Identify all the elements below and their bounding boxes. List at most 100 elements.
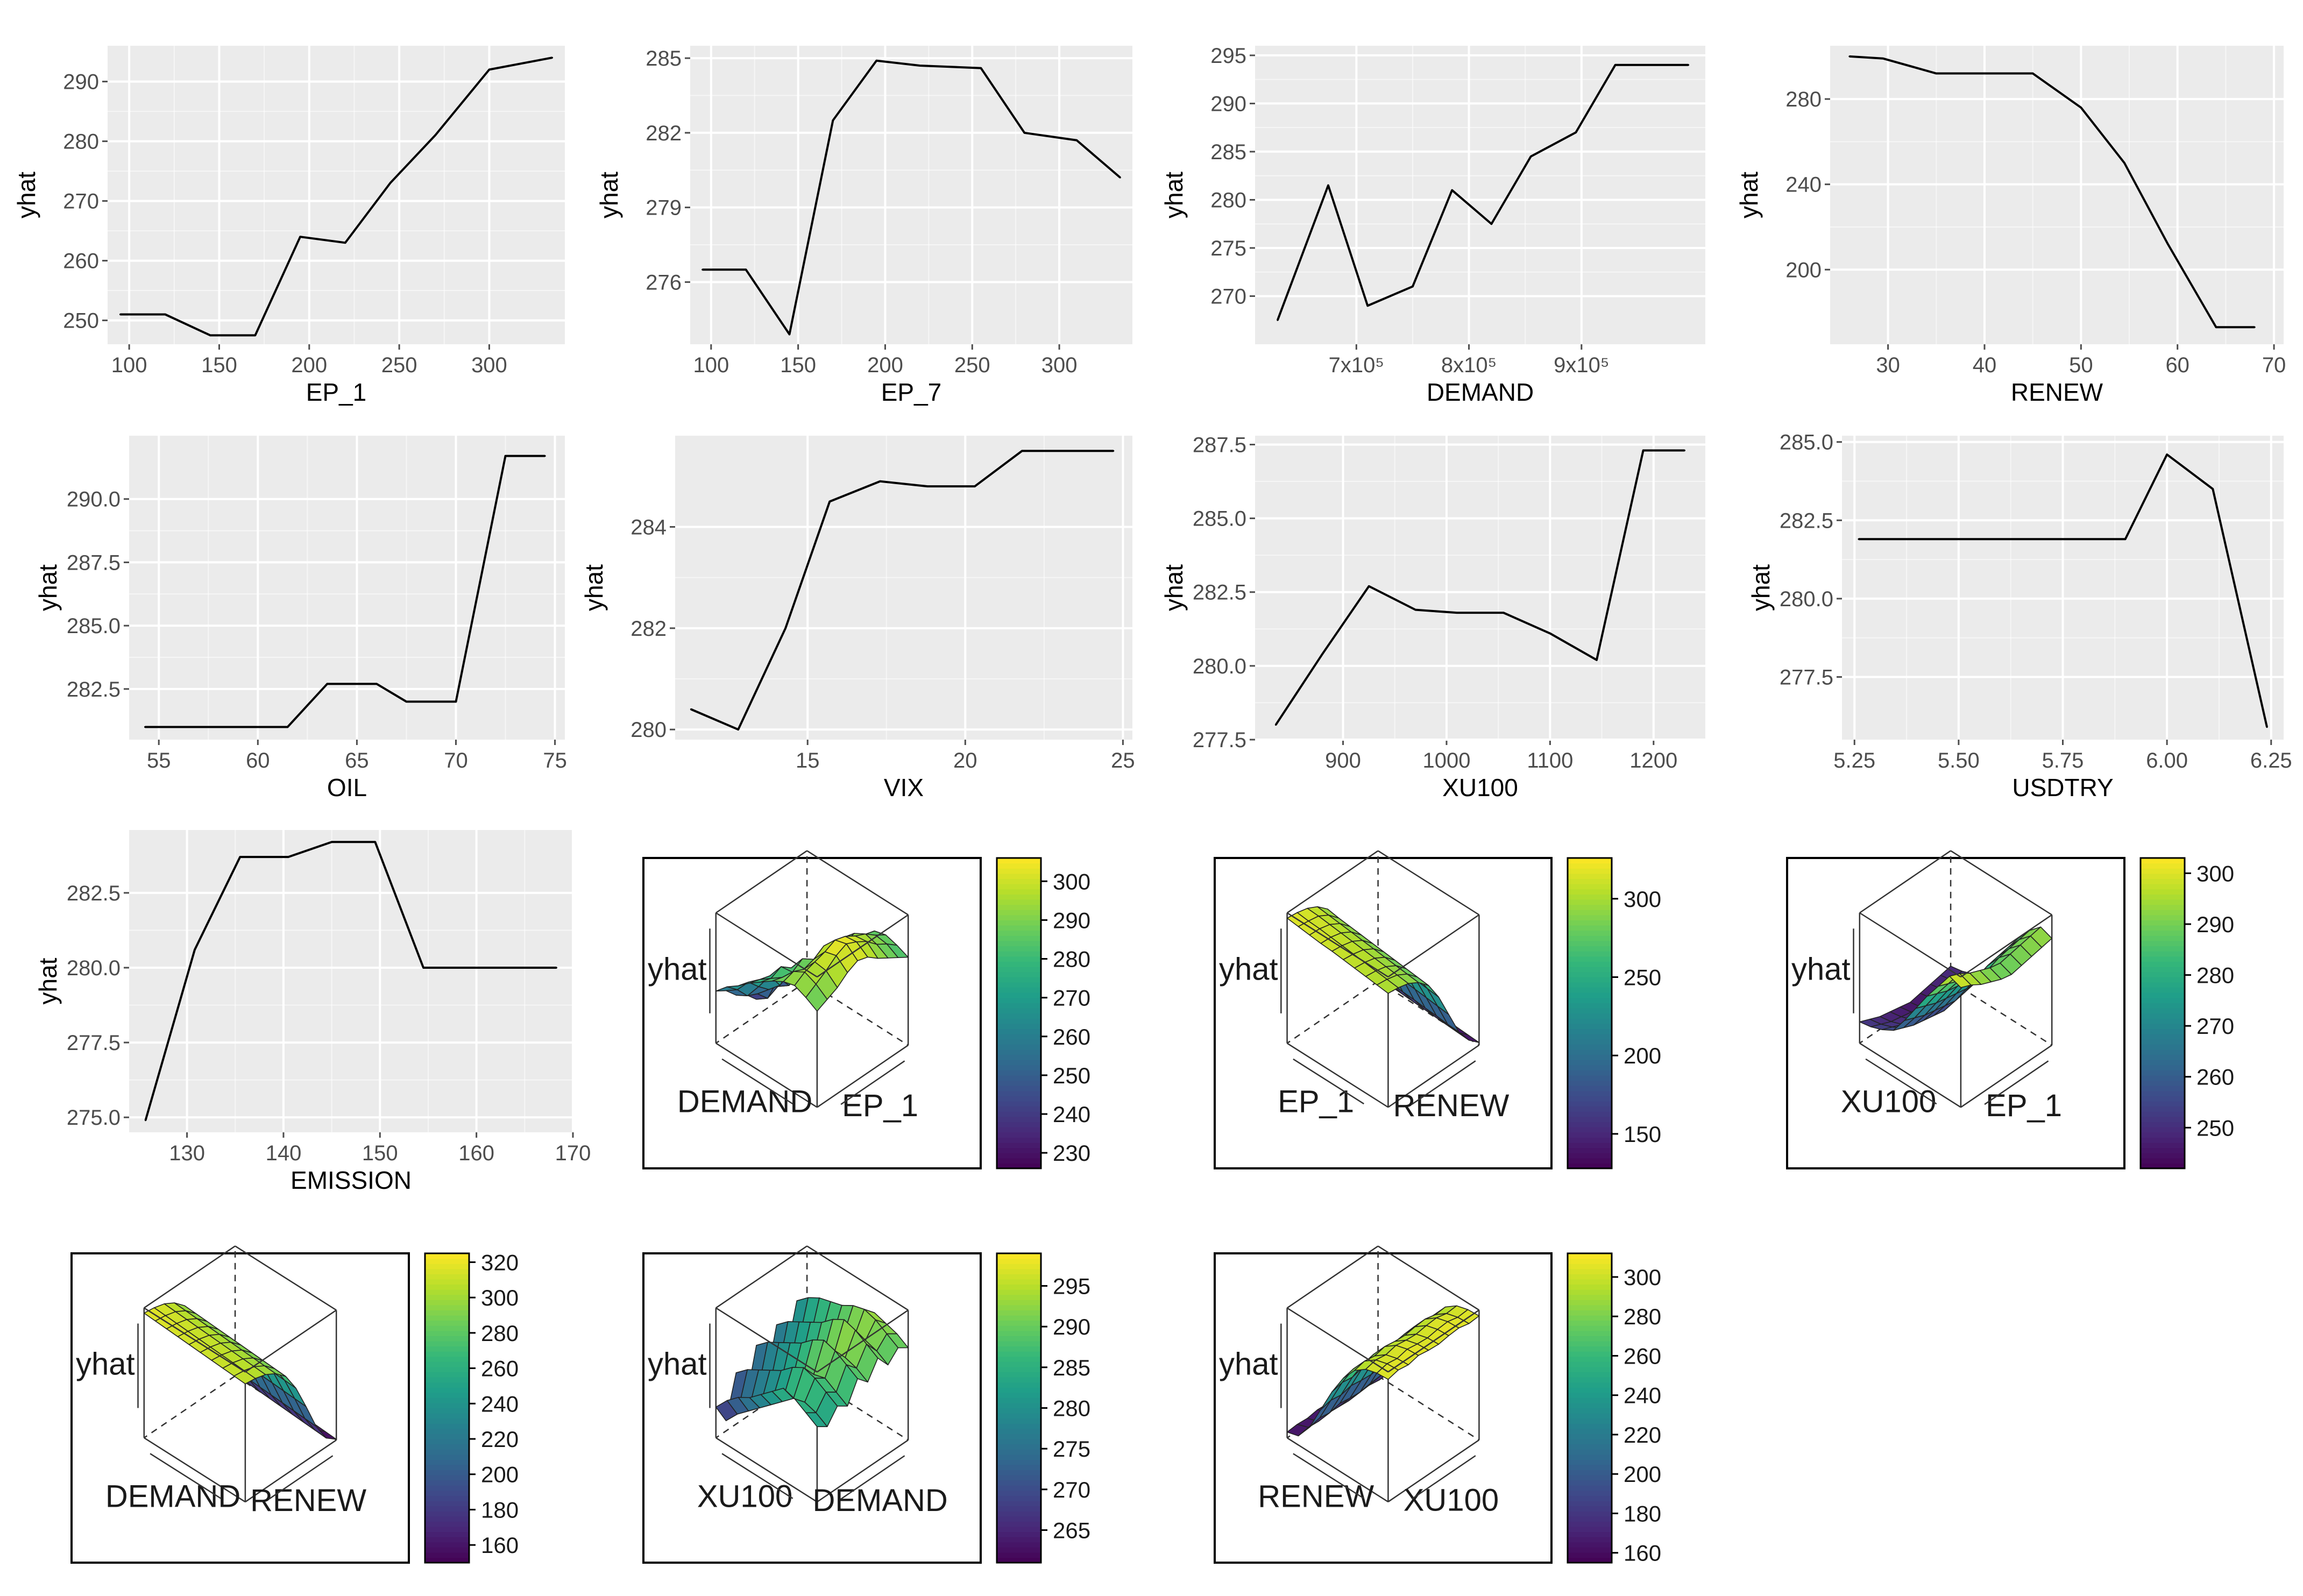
x-tick-label: 25 xyxy=(1111,749,1135,772)
x-tick-label: 5.50 xyxy=(1938,749,1980,772)
colorbar-tick-label: 250 xyxy=(2196,1115,2234,1140)
colorbar-step xyxy=(997,1279,1041,1285)
data-point xyxy=(1549,633,1551,635)
axis-arrow xyxy=(1984,1060,2049,1105)
data-point xyxy=(2080,107,2082,109)
colorbar-step xyxy=(2141,1054,2185,1060)
colorbar-step xyxy=(2141,1070,2185,1076)
x-tick-label: 900 xyxy=(1325,749,1361,772)
data-point xyxy=(1503,612,1505,614)
y-tick-label: 282.5 xyxy=(67,678,121,701)
colorbar-frame xyxy=(1567,1252,1613,1564)
colorbar-step xyxy=(997,961,1041,967)
data-point xyxy=(287,856,289,858)
box-edge xyxy=(144,1307,246,1373)
y-tick-label: 260 xyxy=(63,250,99,273)
colorbar-step xyxy=(997,899,1041,905)
colorbar-tick-label: 280 xyxy=(1053,1396,1090,1421)
colorbar-tick-label: 200 xyxy=(1624,1043,1661,1068)
colorbar-step xyxy=(997,1147,1041,1153)
data-point xyxy=(1684,449,1686,451)
colorbar-step xyxy=(2141,1049,2185,1055)
box-edge xyxy=(144,1245,236,1309)
x-tick-label: 7x10⁵ xyxy=(1329,353,1384,377)
series-line xyxy=(702,59,1121,336)
surface-x2-label: RENEW xyxy=(1393,1088,1509,1123)
colorbar-step xyxy=(997,1454,1041,1460)
series-line xyxy=(1274,449,1685,726)
pdp-chart-usdtry: 5.25 5.50 5.75 6.00 6.25 277.5 280.0 282.5 285.0… xyxy=(1747,431,2292,801)
y-axis-title: yhat xyxy=(1747,564,1775,611)
data-point xyxy=(1688,64,1690,66)
colorbar-step xyxy=(425,1372,469,1378)
colorbar-step xyxy=(997,1101,1041,1107)
y-tick-label: 287.5 xyxy=(1193,433,1246,457)
colorbar-step xyxy=(2141,1106,2185,1112)
colorbar-step xyxy=(997,868,1041,874)
colorbar-step xyxy=(1568,1464,1612,1471)
colorbar-step xyxy=(997,1065,1041,1070)
colorbar-tick-label: 180 xyxy=(481,1497,519,1522)
x-axis-title: OIL xyxy=(327,774,367,801)
colorbar-step xyxy=(2141,1147,2185,1153)
colorbar-step xyxy=(997,894,1041,900)
colorbar-step xyxy=(1568,1531,1612,1537)
surface-z-label: yhat xyxy=(1219,1346,1278,1381)
colorbar-step xyxy=(997,1413,1041,1419)
colorbar-step xyxy=(997,1075,1041,1081)
colorbar-step xyxy=(997,1013,1041,1019)
data-point xyxy=(2254,326,2256,328)
colorbar-step xyxy=(1568,910,1612,916)
box-edge xyxy=(715,1245,807,1309)
pdp-chart-ep7: 100 150 200 250 300 276 279 282 285 EP_7 yhat xyxy=(595,46,1132,406)
colorbar-step xyxy=(1568,1361,1612,1367)
colorbar-step xyxy=(425,1464,469,1471)
colorbar-step xyxy=(997,1418,1041,1424)
axis-arrow xyxy=(1411,1455,1476,1500)
colorbar-step xyxy=(997,910,1041,916)
colorbar-tick-label: 290 xyxy=(2196,912,2234,937)
colorbar-step xyxy=(997,863,1041,869)
colorbar-step xyxy=(997,1382,1041,1388)
colorbar-step xyxy=(1568,1444,1612,1450)
colorbar-step xyxy=(2141,1086,2185,1091)
colorbar-step xyxy=(2141,1127,2185,1133)
data-point xyxy=(980,67,982,69)
box-edge xyxy=(1859,1042,1961,1108)
colorbar-step xyxy=(1568,1116,1612,1123)
data-point xyxy=(455,700,457,703)
axis-arrow xyxy=(721,1453,793,1499)
y-tick-label: 290.0 xyxy=(67,488,121,512)
data-point xyxy=(239,856,241,858)
colorbar-step xyxy=(2141,930,2185,936)
colorbar-step xyxy=(997,1516,1041,1522)
colorbar-step xyxy=(1568,1346,1612,1352)
y-tick-label: 282.5 xyxy=(1193,581,1246,605)
data-point xyxy=(926,485,929,487)
y-axis-title: yhat xyxy=(595,172,623,218)
colorbar-tick-label: 200 xyxy=(481,1462,519,1487)
box-edge xyxy=(1387,1044,1480,1108)
plot-panel xyxy=(108,46,565,344)
colorbar-step xyxy=(997,1402,1041,1409)
colorbar-tick-label: 290 xyxy=(1053,1314,1090,1339)
colorbar-step xyxy=(425,1480,469,1486)
surface-facet xyxy=(1376,978,1399,994)
colorbar-step xyxy=(2141,940,2185,947)
colorbar-step xyxy=(1568,1028,1612,1034)
colorbar-step xyxy=(2141,1132,2185,1138)
colorbar-step xyxy=(1568,1147,1612,1153)
y-tick-label: 280 xyxy=(630,718,667,742)
colorbar-step xyxy=(1568,1516,1612,1522)
x-tick-label: 55 xyxy=(147,749,171,772)
data-point xyxy=(194,949,196,951)
box-edge xyxy=(1859,912,1961,978)
colorbar-tick-label: 260 xyxy=(1053,1024,1090,1049)
colorbar-step xyxy=(425,1521,469,1527)
axis-arrow xyxy=(1865,1058,1937,1105)
colorbar-step xyxy=(2141,1158,2185,1164)
colorbar-step xyxy=(997,1284,1041,1290)
box-edge xyxy=(1950,850,2052,916)
x-tick-label: 250 xyxy=(381,353,417,377)
